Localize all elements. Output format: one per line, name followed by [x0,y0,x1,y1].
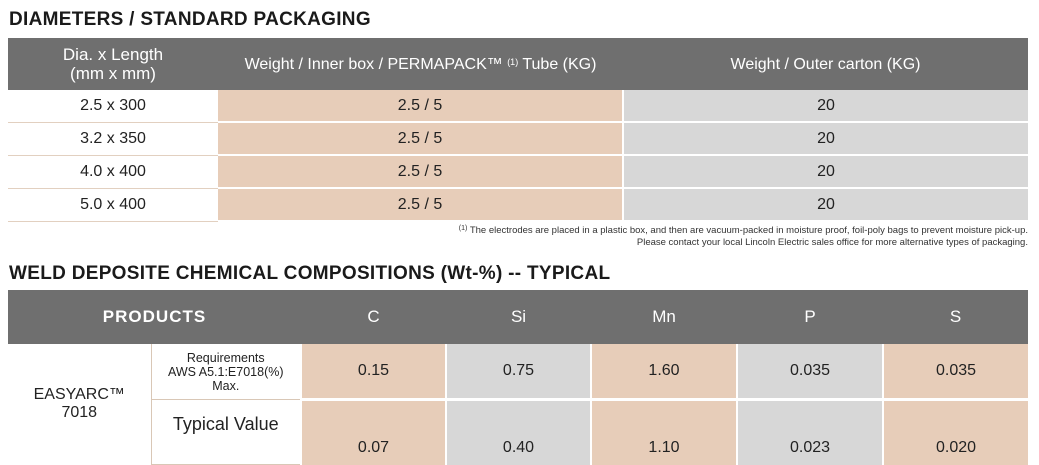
requirements-label-line3: Max. [212,378,240,393]
req-value-mn: 1.60 [590,344,737,401]
requirements-label-line1: Requirements [186,350,265,365]
footnote-marker: (1) [458,225,468,232]
header-inner-box-tube: Tube (KG) [522,55,597,73]
table-row: 4.0 x 400 2.5 / 5 20 [8,155,1028,189]
typical-value-p: 0.023 [736,399,883,465]
table-row: 5.0 x 400 2.5 / 5 20 [8,188,1028,222]
typical-value-s: 0.020 [882,399,1028,465]
product-name-line1: EASYARC™ [33,386,125,404]
header-dia-length-line1: Dia. x Length [62,45,164,64]
packaging-section-title: DIAMETERS / STANDARD PACKAGING [9,9,371,30]
outer-weight-cell: 20 [622,90,1028,123]
requirements-label-line2: AWS A5.1:E7018(%) [167,364,284,379]
table-row: 2.5 x 300 2.5 / 5 20 [8,90,1028,123]
typical-value-label: Typical Value [150,399,301,465]
size-cell: 4.0 x 400 [8,155,218,189]
header-element-mn: Mn [591,290,737,344]
header-outer-carton-weight: Weight / Outer carton (KG) [623,38,1028,90]
packaging-table: Dia. x Length (mm x mm) Weight / Inner b… [8,38,1028,222]
header-dia-length-line2: (mm x mm) [70,64,156,83]
req-value-s: 0.035 [882,344,1028,401]
inner-weight-cell: 2.5 / 5 [218,90,623,123]
header-dia-length: Dia. x Length (mm x mm) [8,38,218,90]
req-value-c: 0.15 [300,344,446,401]
inner-weight-cell: 2.5 / 5 [218,122,623,156]
composition-table: PRODUCTS C Si Mn P S EASYARC™ 7018 Requi… [8,290,1028,465]
header-inner-box-text: Weight / Inner box / PERMAPACK™ [244,55,503,73]
packaging-header-row: Dia. x Length (mm x mm) Weight / Inner b… [8,38,1028,90]
header-element-s: S [883,290,1028,344]
header-inner-box-weight: Weight / Inner box / PERMAPACK™ (1) Tube… [218,38,623,90]
size-cell: 3.2 x 350 [8,122,218,156]
inner-weight-cell: 2.5 / 5 [218,188,623,222]
header-element-si: Si [446,290,591,344]
header-element-p: P [737,290,883,344]
typical-value-mn: 1.10 [590,399,737,465]
composition-header-row: PRODUCTS C Si Mn P S [8,290,1028,344]
requirements-row: EASYARC™ 7018 Requirements AWS A5.1:E701… [8,344,1028,465]
footnote-line-2: Please contact your local Lincoln Electr… [636,237,1028,248]
product-name-cell: EASYARC™ 7018 [8,344,151,465]
size-cell: 5.0 x 400 [8,188,218,222]
footnote-text-1: The electrodes are placed in a plastic b… [469,225,1028,236]
req-value-p: 0.035 [736,344,883,401]
header-footnote-marker: (1) [507,56,519,67]
product-name-line2: 7018 [61,404,98,422]
table-row: 3.2 x 350 2.5 / 5 20 [8,122,1028,156]
size-cell: 2.5 x 300 [8,90,218,123]
typical-row: Typical Value 0.07 0.40 1.10 0.023 0.020 [8,399,1028,465]
outer-weight-cell: 20 [622,122,1028,156]
footnote-line-1: (1) The electrodes are placed in a plast… [459,225,1028,236]
header-element-c: C [301,290,446,344]
req-value-si: 0.75 [445,344,591,401]
composition-section-title: WELD DEPOSITE CHEMICAL COMPOSITIONS (Wt-… [9,263,611,284]
typical-value-si: 0.40 [445,399,591,465]
inner-weight-cell: 2.5 / 5 [218,155,623,189]
outer-weight-cell: 20 [622,155,1028,189]
requirements-label: Requirements AWS A5.1:E7018(%) Max. [150,344,301,400]
outer-weight-cell: 20 [622,188,1028,222]
header-products: PRODUCTS [8,290,301,344]
typical-value-c: 0.07 [300,399,446,465]
